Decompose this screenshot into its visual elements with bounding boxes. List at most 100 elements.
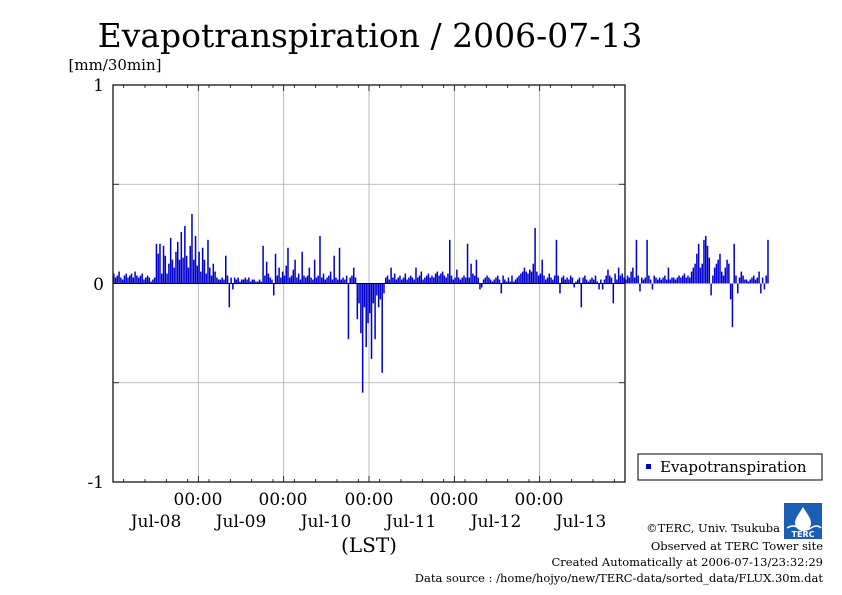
bar: [440, 273, 442, 284]
bar: [210, 275, 213, 284]
bar: [569, 275, 572, 284]
bar: [591, 277, 593, 284]
bar: [541, 259, 543, 284]
bar: [226, 275, 229, 284]
bar: [308, 267, 311, 284]
bar: [712, 275, 714, 284]
bar: [504, 279, 506, 284]
bar: [347, 283, 350, 340]
bar: [441, 271, 444, 284]
bar: [296, 277, 298, 284]
bar: [621, 273, 623, 284]
bar: [493, 279, 495, 284]
bar: [557, 275, 559, 284]
bar: [465, 277, 467, 284]
bar: [175, 251, 177, 284]
bar: [765, 275, 767, 284]
bar: [177, 241, 179, 284]
bar: [605, 275, 607, 284]
bar: [614, 273, 616, 284]
bar: [731, 283, 734, 328]
bar: [143, 279, 145, 284]
bar: [633, 277, 636, 284]
bar: [660, 279, 663, 284]
bar: [214, 271, 216, 284]
bar: [344, 279, 346, 284]
bar: [671, 277, 673, 284]
bar: [489, 279, 492, 284]
bar: [760, 283, 762, 294]
bar: [472, 273, 474, 284]
bar: [248, 277, 250, 284]
bar: [278, 267, 280, 284]
bar: [255, 281, 257, 284]
bar: [756, 277, 759, 284]
bar: [232, 283, 234, 290]
bar: [600, 279, 602, 284]
bar: [390, 267, 392, 284]
bar: [463, 275, 465, 284]
bar: [246, 279, 248, 284]
bar: [635, 239, 638, 284]
bar: [578, 277, 581, 284]
bar: [623, 277, 625, 284]
bar: [507, 277, 510, 284]
bar: [228, 283, 231, 308]
bar: [264, 275, 266, 284]
bar: [740, 271, 743, 284]
bar: [137, 277, 140, 284]
bar: [253, 279, 255, 284]
bar: [648, 275, 650, 284]
credit-source: Data source : /home/hojyo/new/TERC-data/…: [415, 571, 824, 585]
bar: [468, 277, 471, 284]
bar: [386, 275, 389, 284]
bar: [562, 275, 565, 284]
bar: [443, 275, 446, 284]
bar: [703, 239, 705, 284]
bar: [527, 273, 529, 284]
bar: [409, 275, 412, 284]
bar: [367, 283, 369, 324]
bar: [724, 267, 727, 284]
bar: [571, 277, 574, 284]
bar: [337, 279, 339, 284]
bar: [118, 271, 120, 284]
bar: [262, 245, 264, 284]
bar: [292, 269, 295, 284]
bar: [701, 263, 703, 284]
bar: [665, 279, 668, 284]
bar: [481, 283, 483, 288]
y-axis-unit-label: [mm/30min]: [69, 56, 162, 74]
bar: [305, 277, 307, 284]
bar: [545, 279, 547, 284]
bar: [399, 275, 401, 284]
bar: [699, 267, 702, 284]
bar: [537, 275, 540, 284]
bar: [745, 279, 748, 284]
bar: [269, 277, 271, 284]
bar: [127, 277, 129, 284]
bar: [753, 275, 755, 284]
bar: [244, 277, 247, 284]
x-time-tick-label: 00:00: [259, 490, 308, 510]
bar: [680, 277, 682, 284]
bar: [721, 271, 723, 284]
bar: [657, 279, 659, 284]
bar: [564, 279, 567, 284]
bar: [553, 275, 556, 284]
bar: [715, 263, 718, 284]
bar: [265, 261, 268, 284]
bar: [388, 279, 391, 284]
bar: [164, 255, 167, 284]
bar: [550, 277, 552, 284]
bar: [114, 277, 117, 284]
bar: [653, 275, 655, 284]
bar: [200, 271, 202, 284]
bar: [495, 277, 497, 284]
bar: [587, 281, 590, 284]
bar: [335, 277, 337, 284]
bar: [664, 275, 666, 284]
bar: [276, 275, 279, 284]
bar: [708, 257, 711, 284]
bar: [191, 214, 193, 284]
